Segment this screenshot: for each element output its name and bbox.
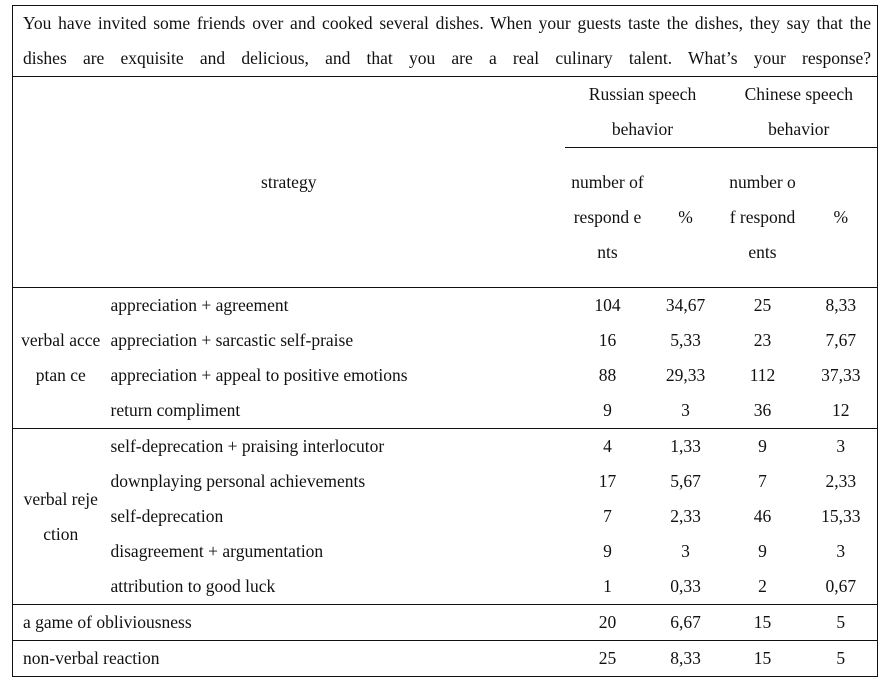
table-row: verbal rejection self-deprecation + prai… xyxy=(12,428,879,605)
cn-percent-cell: 5 xyxy=(804,604,879,641)
cn-number-header: number of respond ents xyxy=(720,147,805,288)
table-row: return compliment 9 3 36 12 xyxy=(13,393,879,429)
ru-number-header: number of respond ents xyxy=(564,147,651,288)
strategy-cell: self-deprecation xyxy=(110,506,224,526)
cn-count-cell: 46 xyxy=(753,506,772,526)
table-row: a game of obliviousness 20 6,67 15 5 xyxy=(12,604,879,641)
cn-count-cell: 2 xyxy=(720,569,805,605)
ru-count-cell: 104 xyxy=(594,295,621,315)
cn-percent-cell: 12 xyxy=(804,393,879,429)
cn-percent-cell: 3 xyxy=(804,428,879,464)
ru-percent-cell: 2,33 xyxy=(670,506,701,526)
ru-percent-cell: 1,33 xyxy=(670,436,701,456)
cn-percent-cell: 2,33 xyxy=(804,464,879,499)
table-row: non-verbal reaction 25 8,33 15 5 xyxy=(12,640,879,677)
ru-count-cell: 7 xyxy=(603,506,612,526)
strategy-cell: downplaying personal achievements xyxy=(110,471,366,491)
strategy-cell: appreciation + agreement xyxy=(110,295,289,315)
cn-percent-cell: 5 xyxy=(804,640,879,677)
strategy-cell: non-verbal reaction xyxy=(12,640,565,677)
ru-percent-cell: 6,67 xyxy=(650,604,721,641)
cn-count-cell: 7 xyxy=(758,471,767,491)
response-strategy-table: You have invited some friends over and c… xyxy=(11,5,879,677)
cn-count-cell: 15 xyxy=(720,604,805,641)
ru-count-cell: 1 xyxy=(564,569,651,605)
ru-count-cell: 88 xyxy=(598,365,617,385)
cn-percent-cell: 0,67 xyxy=(804,569,879,605)
strategy-cell: a game of obliviousness xyxy=(12,604,565,641)
ru-count-cell: 20 xyxy=(564,604,651,641)
cn-percent-cell: 7,67 xyxy=(804,323,879,358)
strategy-header: strategy xyxy=(12,76,565,288)
ru-percent-cell: 5,67 xyxy=(670,471,701,491)
table-row: attribution to good luck 1 0,33 2 0,67 xyxy=(13,569,879,605)
cn-percent-cell: 15,33 xyxy=(804,499,879,534)
scenario-text: You have invited some friends over and c… xyxy=(11,5,879,77)
strategy-cell: return compliment xyxy=(108,393,565,429)
ru-count-cell: 16 xyxy=(598,330,617,350)
cn-percent-cell: 3 xyxy=(804,534,879,569)
cn-percent-header: % xyxy=(804,147,879,288)
cn-count-cell: 9 xyxy=(758,436,767,456)
cn-count-cell: 23 xyxy=(753,330,772,350)
ru-percent-cell: 29,33 xyxy=(665,365,706,385)
table-row: downplaying personal achievements 17 5,6… xyxy=(13,464,879,499)
ru-count-cell: 17 xyxy=(598,471,617,491)
ru-percent-cell: 0,33 xyxy=(650,569,721,605)
strategy-cell: appreciation + appeal to positive emotio… xyxy=(110,365,408,385)
ru-percent-cell: 3 xyxy=(681,541,690,561)
group-label-rejection: verbal rejection xyxy=(12,428,109,605)
cn-count-cell: 36 xyxy=(720,393,805,429)
ru-count-cell: 9 xyxy=(564,393,651,429)
cn-count-cell: 25 xyxy=(753,295,772,315)
ru-percent-cell: 8,33 xyxy=(650,640,721,677)
ru-percent-cell: 5,33 xyxy=(670,330,701,350)
strategy-cell: appreciation + sarcastic self-praise xyxy=(110,330,354,350)
ru-count-cell: 25 xyxy=(564,640,651,677)
ru-percent-cell: 34,67 xyxy=(665,295,706,315)
table-row: disagreement + argumentation 9 3 9 3 xyxy=(13,534,879,569)
cn-percent-cell: 37,33 xyxy=(804,358,879,393)
cn-count-cell: 15 xyxy=(720,640,805,677)
group-label-acceptance: verbal acceptan ce xyxy=(12,287,109,429)
strategy-cell: attribution to good luck xyxy=(108,569,565,605)
strategy-cell: self-deprecation + praising interlocutor xyxy=(110,436,385,456)
ru-percent-header: % xyxy=(650,147,721,288)
ru-count-cell: 4 xyxy=(603,436,612,456)
cn-count-cell: 9 xyxy=(758,541,767,561)
table-row: self-deprecation 7 2,33 46 15,33 xyxy=(13,499,879,534)
ru-count-cell: 9 xyxy=(603,541,612,561)
table-row: verbal acceptan ce appreciation + agreem… xyxy=(12,287,879,429)
chinese-header: Chinese speech behavior xyxy=(720,76,879,148)
ru-percent-cell: 3 xyxy=(650,393,721,429)
table-row: appreciation + sarcastic self-praise 16 … xyxy=(13,323,879,358)
cn-count-cell: 112 xyxy=(749,365,776,385)
cn-percent-cell: 8,33 xyxy=(804,287,879,323)
table-row: appreciation + appeal to positive emotio… xyxy=(13,358,879,393)
russian-header: Russian speech behavior xyxy=(588,84,697,139)
strategy-cell: disagreement + argumentation xyxy=(110,541,324,561)
